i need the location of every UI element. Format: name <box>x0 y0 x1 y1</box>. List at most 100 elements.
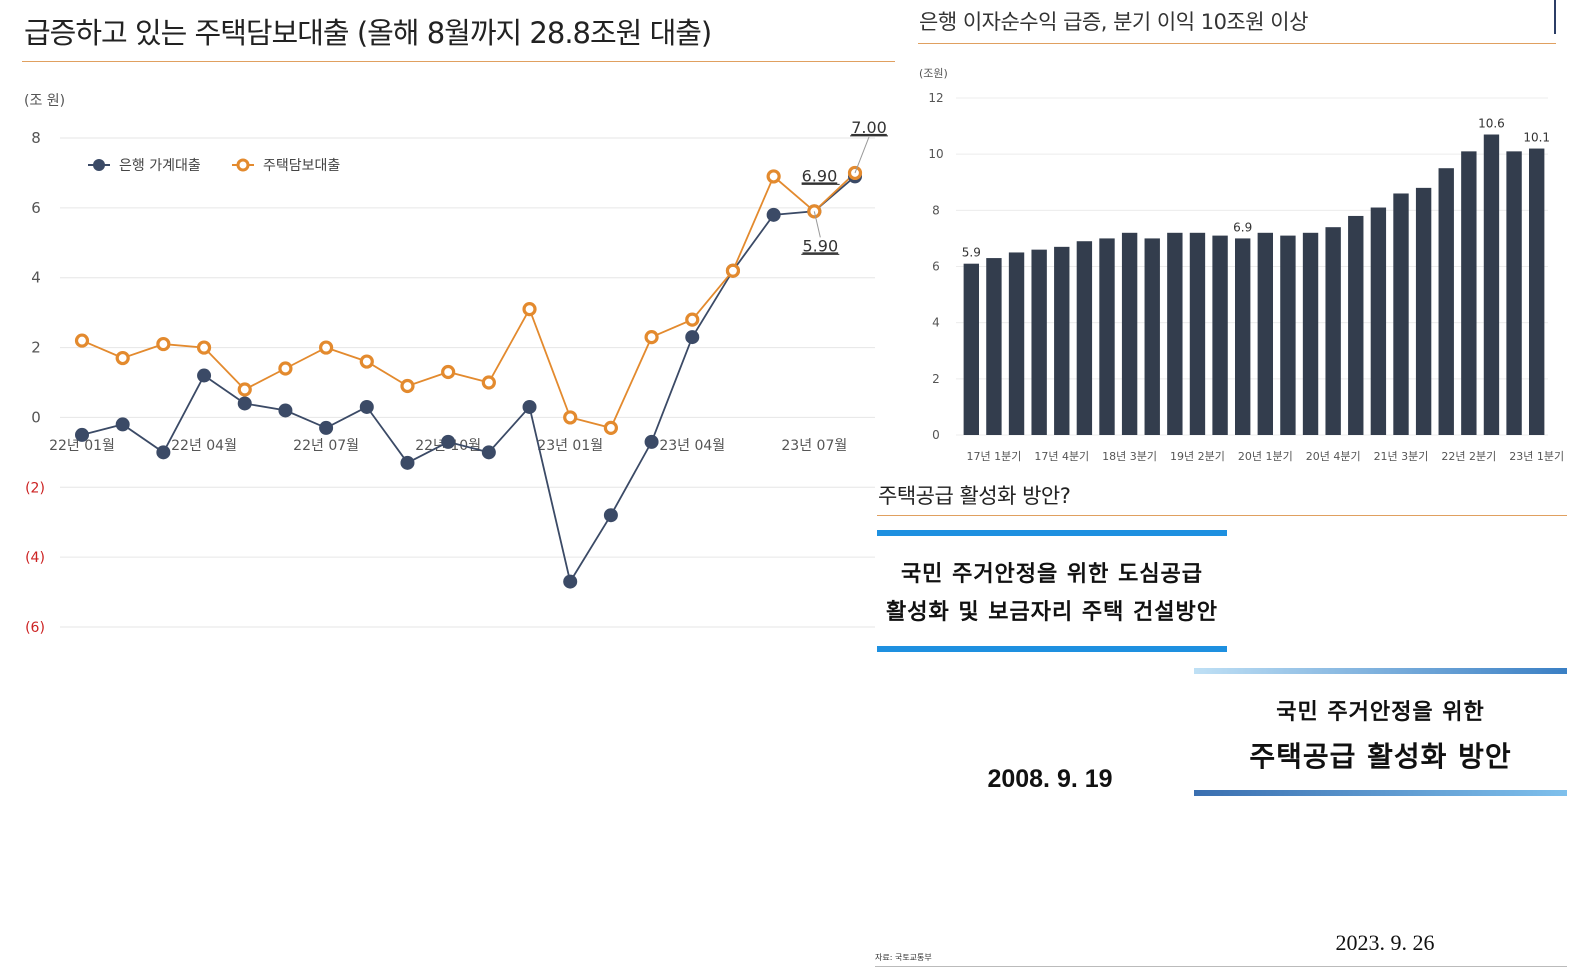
bar <box>963 263 979 435</box>
bar <box>1302 232 1319 435</box>
doc1-bottom-rule <box>877 646 1227 652</box>
source-note: 자료: 국토교통부 <box>875 953 932 962</box>
doc1-date: 2008. 9. 19 <box>987 765 1113 793</box>
doc2-top-rule <box>1194 668 1567 674</box>
household-loan-point <box>115 417 130 432</box>
household-loan-point <box>278 403 293 418</box>
y-tick-label: 8 <box>932 203 940 217</box>
bar-data-label: 6.9 <box>1233 220 1252 234</box>
x-tick-label: 17년 1분기 <box>966 450 1021 463</box>
x-tick-label: 23년 1분기 <box>1509 450 1564 463</box>
bar <box>1008 252 1025 435</box>
bar <box>1370 207 1387 435</box>
mortgage-loan-point <box>359 354 374 369</box>
legend-label: 은행 가계대출 <box>119 158 201 174</box>
household-loan-point <box>603 508 618 523</box>
data-annotation: 5.90 <box>803 236 839 255</box>
doc1-title-line1: 국민 주거안정을 위한 도심공급 <box>900 562 1204 587</box>
bar <box>1031 249 1047 435</box>
x-tick-label: 22년 01월 <box>49 438 115 454</box>
bar <box>1483 134 1500 435</box>
mortgage-loan-point <box>481 375 496 390</box>
right-edge-accent <box>1554 0 1556 34</box>
bar-data-label: 10.1 <box>1523 131 1550 145</box>
y-tick-label: 10 <box>928 147 943 161</box>
household-loan-point <box>441 434 456 449</box>
household-loan-point <box>766 207 781 222</box>
mortgage-loan-point <box>156 336 171 352</box>
bar <box>1257 232 1273 435</box>
y-tick-label: 2 <box>31 339 41 357</box>
bar <box>1167 232 1183 435</box>
household-loan-point <box>400 455 415 470</box>
bar <box>1235 238 1251 435</box>
x-tick-label: 23년 07월 <box>781 438 847 454</box>
bar <box>986 258 1002 435</box>
y-tick-label: (2) <box>25 480 45 496</box>
x-tick-label: 23년 01월 <box>537 438 603 454</box>
bar <box>1348 215 1364 435</box>
mortgage-loan-line <box>81 172 856 429</box>
right-title-divider <box>918 43 1556 44</box>
x-tick-label: 21년 3분기 <box>1374 450 1429 463</box>
supply-section-title: 주택공급 활성화 방안? <box>878 484 1071 508</box>
bar <box>1438 168 1454 435</box>
mortgage-loan-point <box>74 333 90 348</box>
mortgage-loan-point <box>441 364 456 380</box>
bar <box>1529 148 1545 436</box>
x-tick-label: 20년 4분기 <box>1306 450 1361 463</box>
household-loan-point <box>156 445 171 460</box>
bar-data-label: 10.6 <box>1478 117 1505 131</box>
x-tick-label: 22년 07월 <box>293 438 359 454</box>
mortgage-loan-point <box>400 378 415 394</box>
left-chart-title: 급증하고 있는 주택담보대출 (올해 8월까지 28.8조원 대출) <box>24 16 712 50</box>
mortgage-loan-point <box>115 350 130 366</box>
supply-title-divider <box>877 515 1567 516</box>
mortgage-loan-point <box>563 410 578 425</box>
data-annotation: 7.00 <box>851 118 887 137</box>
x-tick-label: 22년 04월 <box>171 438 237 454</box>
bar <box>1121 232 1138 435</box>
y-tick-label: 4 <box>31 269 41 287</box>
mortgage-loan-point <box>522 302 537 317</box>
bar <box>1144 238 1160 435</box>
doc2-title-line1: 국민 주거안정을 위한 <box>1276 700 1485 725</box>
y-tick-label: 6 <box>932 260 940 274</box>
doc1-title-line2: 활성화 및 보금자리 주택 건설방안 <box>886 600 1218 625</box>
left-chart-unit: (조 원) <box>24 93 66 109</box>
data-annotation: 6.90 <box>802 166 838 185</box>
bar-data-label: 5.9 <box>962 246 981 260</box>
legend-marker <box>236 158 250 172</box>
mortgage-loan-point <box>278 361 293 376</box>
mortgage-loan-point <box>725 263 741 278</box>
household-loan-point <box>481 445 496 460</box>
mortgage-loan-point <box>644 329 659 345</box>
y-tick-label: 0 <box>31 408 41 426</box>
y-tick-label: (6) <box>25 620 45 636</box>
bar <box>1393 193 1409 435</box>
household-loan-point <box>563 574 578 589</box>
mortgage-loan-point <box>603 420 618 436</box>
x-tick-label: 20년 1분기 <box>1238 450 1293 463</box>
bar <box>1461 151 1477 435</box>
bar <box>1506 151 1522 435</box>
source-divider <box>875 966 1567 967</box>
household-loan-point <box>75 427 89 442</box>
bar <box>1076 241 1093 435</box>
household-loan-point <box>685 330 700 345</box>
annotation-leader <box>813 211 821 238</box>
y-tick-label: 12 <box>928 91 943 105</box>
mortgage-loan-point <box>766 169 781 184</box>
left-title-divider <box>22 61 895 62</box>
mortgage-loan-point <box>319 340 334 355</box>
y-tick-label: 4 <box>932 316 940 330</box>
bar <box>1189 232 1206 435</box>
bar <box>1212 235 1228 435</box>
household-loan-point <box>359 399 374 414</box>
y-tick-label: (4) <box>25 550 45 566</box>
bar <box>1054 246 1070 435</box>
household-loan-point <box>522 399 537 414</box>
bar <box>1099 238 1115 435</box>
y-tick-label: 0 <box>932 428 940 442</box>
